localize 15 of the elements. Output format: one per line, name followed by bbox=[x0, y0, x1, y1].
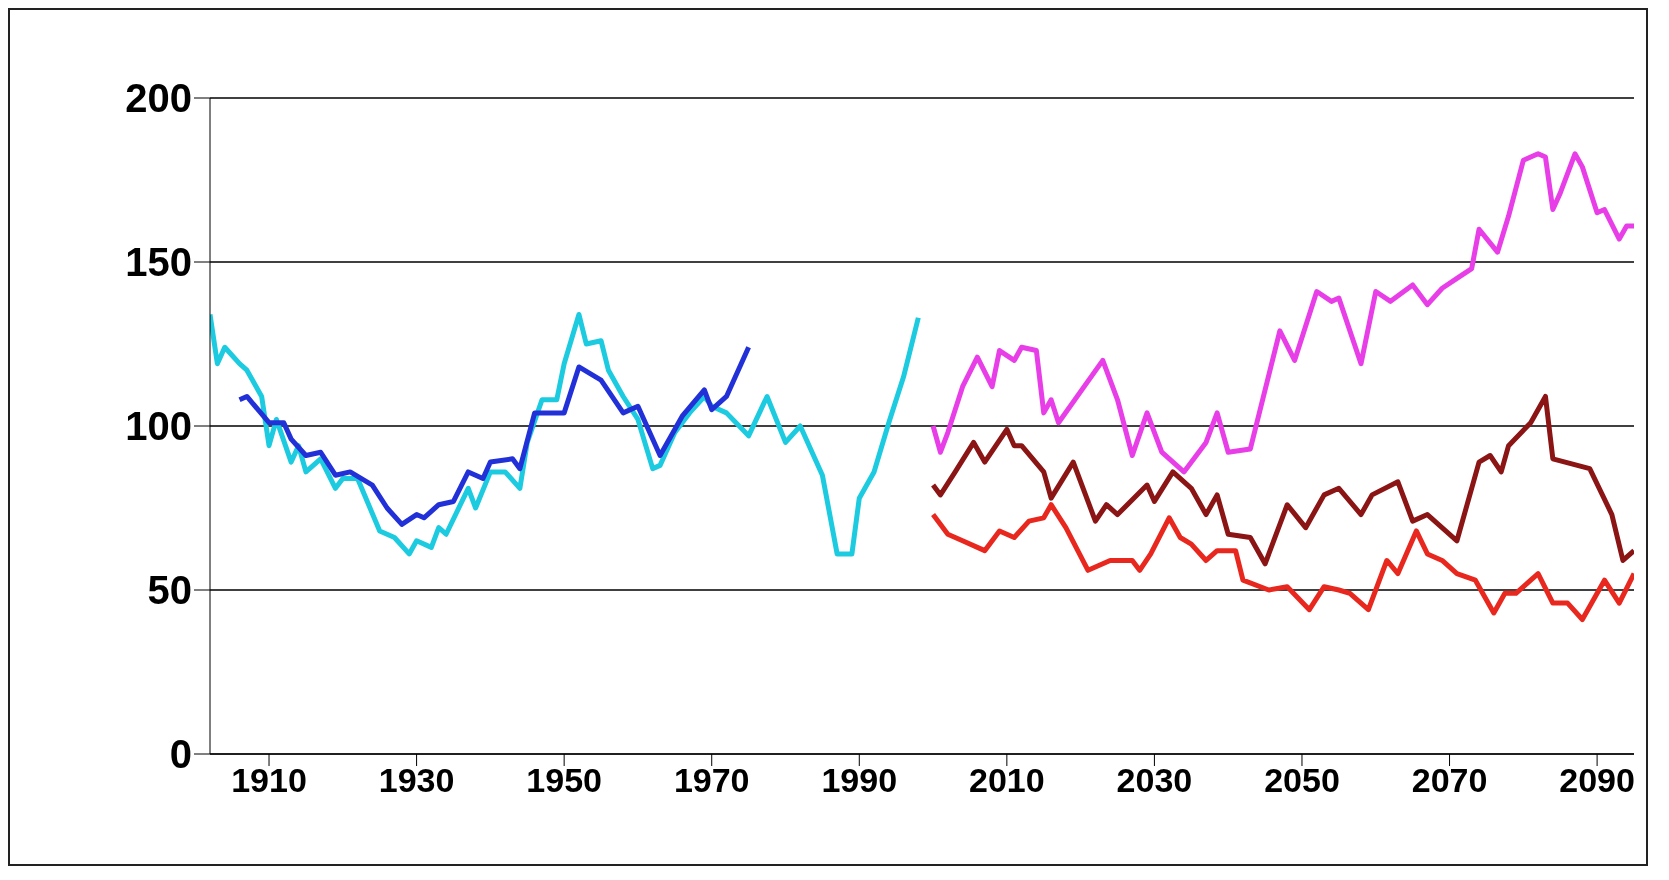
x-tick-label: 1970 bbox=[673, 761, 750, 800]
y-tick-label: 200 bbox=[125, 76, 192, 121]
x-tick-label: 1950 bbox=[526, 761, 602, 800]
x-tick-label: 2010 bbox=[969, 761, 1045, 800]
y-tick-label: 100 bbox=[125, 404, 192, 449]
x-tick-label: 2070 bbox=[1411, 761, 1488, 800]
y-tick-label: 0 bbox=[169, 732, 192, 777]
x-tick-label: 2030 bbox=[1116, 761, 1193, 800]
x-tick-label: 2050 bbox=[1264, 761, 1340, 800]
x-tick-label: 2090 bbox=[1559, 761, 1635, 800]
y-tick-label: 150 bbox=[125, 240, 192, 285]
x-tick-label: 1910 bbox=[231, 761, 307, 800]
y-tick-label: 50 bbox=[147, 568, 192, 613]
x-tick-label: 1990 bbox=[821, 761, 898, 800]
x-tick-label: 1930 bbox=[378, 761, 455, 800]
